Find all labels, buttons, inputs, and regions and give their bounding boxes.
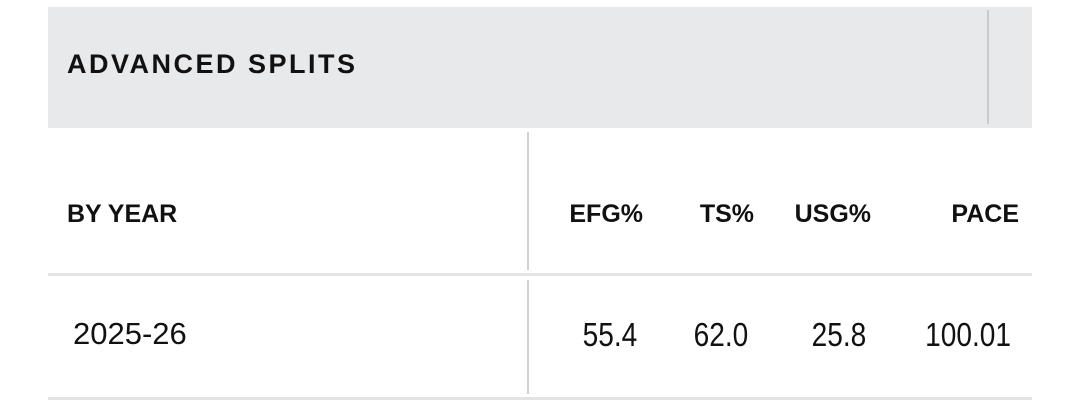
section-header — [48, 7, 1032, 128]
row-divider — [48, 273, 1032, 276]
column-header: TS% — [699, 200, 754, 228]
table-cell: 55.4 — [582, 316, 637, 353]
column-header: PACE — [951, 200, 1019, 228]
column-header: USG% — [794, 200, 871, 228]
table-cell: 25.8 — [811, 316, 866, 353]
table-cell: 100.01 — [925, 316, 1011, 353]
table-cell: 62.0 — [693, 316, 748, 353]
row-divider — [48, 397, 1032, 400]
column-header: EFG% — [569, 200, 643, 228]
divider — [987, 10, 989, 124]
column-header: BY YEAR — [67, 200, 178, 228]
row-label: 2025-26 — [73, 316, 187, 351]
frozen-column-divider — [527, 132, 529, 270]
frozen-column-divider — [527, 280, 529, 394]
section-title: ADVANCED SPLITS — [67, 49, 358, 79]
